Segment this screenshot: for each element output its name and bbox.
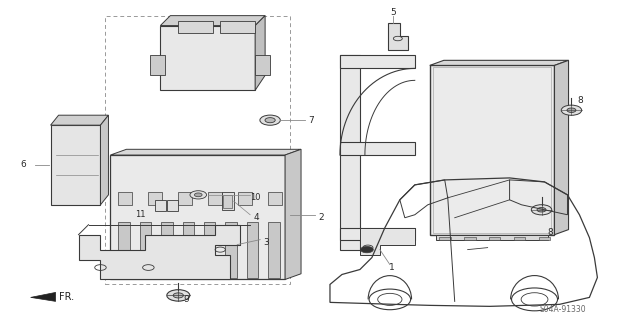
Bar — [340, 56, 360, 249]
Bar — [140, 222, 151, 278]
Bar — [340, 228, 415, 240]
Bar — [238, 192, 252, 205]
Bar — [208, 192, 222, 205]
Circle shape — [167, 290, 190, 301]
Text: 2: 2 — [318, 213, 324, 222]
Polygon shape — [31, 293, 56, 301]
Text: 8: 8 — [547, 228, 553, 237]
Bar — [118, 192, 132, 205]
Bar — [179, 21, 213, 33]
Bar — [222, 192, 234, 210]
Circle shape — [567, 108, 576, 112]
Bar — [489, 237, 500, 241]
Circle shape — [561, 105, 582, 115]
Text: 4: 4 — [253, 213, 259, 222]
Bar — [268, 222, 280, 278]
Text: 1: 1 — [389, 263, 395, 272]
Polygon shape — [51, 115, 108, 125]
Bar — [247, 222, 258, 278]
Bar — [514, 237, 525, 241]
Text: 8: 8 — [577, 96, 583, 105]
Bar — [168, 200, 178, 211]
Bar — [161, 26, 255, 90]
Circle shape — [190, 191, 207, 199]
Bar — [436, 235, 548, 241]
Bar — [538, 237, 550, 241]
Bar — [225, 222, 237, 278]
Bar — [179, 192, 193, 205]
Bar — [433, 67, 551, 233]
Text: 3: 3 — [263, 238, 269, 247]
Text: 10: 10 — [250, 193, 260, 202]
Bar — [204, 222, 216, 278]
Circle shape — [195, 193, 202, 197]
Text: 11: 11 — [136, 210, 146, 219]
Polygon shape — [554, 60, 568, 235]
Bar — [464, 237, 476, 241]
Text: FR.: FR. — [59, 293, 74, 302]
Text: 5: 5 — [390, 8, 396, 17]
Bar — [148, 192, 163, 205]
Bar — [118, 222, 130, 278]
Bar — [439, 237, 451, 241]
Circle shape — [537, 208, 546, 212]
Bar — [111, 155, 285, 279]
Circle shape — [531, 205, 552, 215]
Bar — [182, 222, 194, 278]
Circle shape — [265, 118, 275, 123]
Polygon shape — [79, 225, 240, 279]
Polygon shape — [360, 228, 415, 255]
Polygon shape — [430, 60, 568, 65]
Circle shape — [173, 293, 184, 298]
Text: 6: 6 — [20, 160, 26, 169]
Bar — [268, 192, 282, 205]
Polygon shape — [161, 16, 265, 26]
Circle shape — [360, 247, 373, 253]
Polygon shape — [100, 115, 108, 205]
Bar — [340, 142, 415, 155]
Bar — [223, 196, 232, 208]
Bar — [161, 222, 173, 278]
Polygon shape — [111, 149, 301, 155]
Bar — [150, 56, 165, 75]
Bar — [340, 56, 415, 68]
Bar — [220, 21, 255, 33]
Bar — [106, 16, 290, 285]
Text: 9: 9 — [183, 295, 189, 304]
Text: S04A-91330: S04A-91330 — [540, 305, 586, 314]
Text: 7: 7 — [308, 116, 314, 125]
Bar — [51, 125, 100, 205]
Polygon shape — [285, 149, 301, 279]
Bar — [156, 200, 166, 211]
Circle shape — [260, 115, 280, 125]
Polygon shape — [255, 16, 265, 90]
Bar — [255, 56, 270, 75]
Polygon shape — [388, 23, 408, 50]
Bar — [430, 65, 554, 235]
